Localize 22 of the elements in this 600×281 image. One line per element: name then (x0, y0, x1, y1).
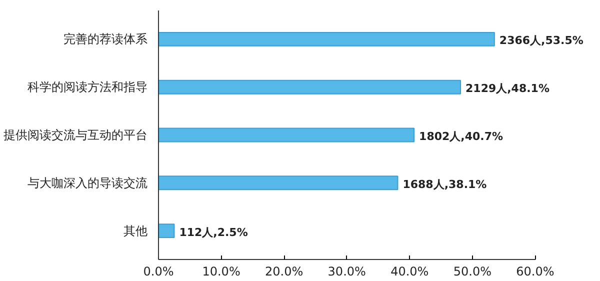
y-tick-label: 提供阅读交流与互动的平台 (4, 128, 148, 142)
x-tick-label: 30.0% (328, 264, 366, 278)
data-label: 1688人,38.1% (402, 178, 487, 191)
x-tick-label: 50.0% (453, 264, 492, 278)
y-tick-label: 与大咖深入的导读交流 (28, 176, 148, 190)
bar (158, 176, 398, 190)
y-tick-label: 科学的阅读方法和指导 (28, 80, 148, 94)
x-tick-label: 10.0% (202, 264, 240, 278)
x-tick-label: 20.0% (265, 264, 304, 278)
x-tick-label: 0.0% (143, 264, 174, 278)
bar (158, 80, 462, 94)
bar (158, 32, 495, 46)
y-tick-label: 其他 (124, 224, 148, 238)
y-tick-label: 完善的荐读体系 (64, 32, 148, 46)
x-tick-label: 40.0% (390, 264, 429, 278)
bar (158, 224, 175, 238)
x-tick-label: 60.0% (516, 264, 554, 278)
data-label: 112人,2.5% (179, 226, 248, 239)
data-label: 2129人,48.1% (466, 82, 550, 96)
data-label: 1802人,40.7% (419, 130, 504, 143)
bar (158, 128, 415, 142)
data-label: 2366人,53.5% (499, 34, 584, 48)
